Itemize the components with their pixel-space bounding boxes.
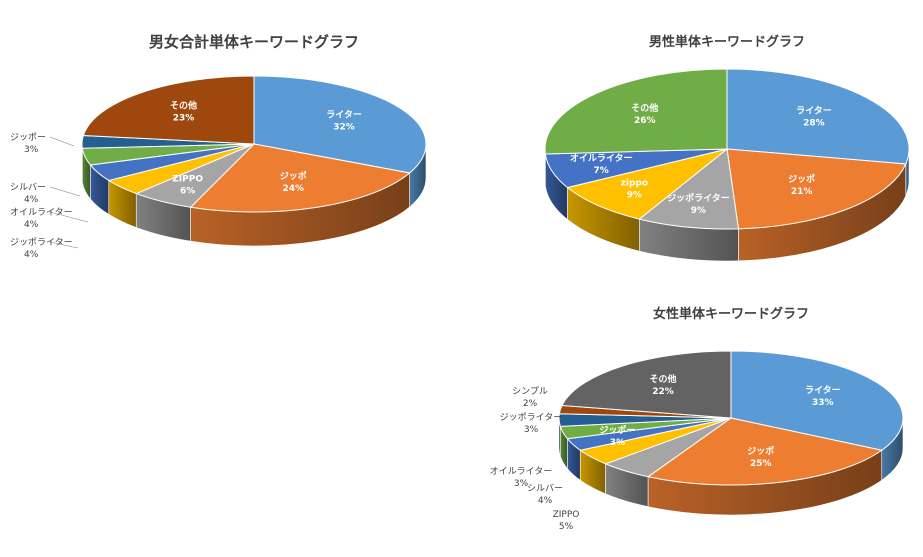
slice-percent: 4%	[24, 195, 39, 205]
chart-title: 女性単体キーワードグラフ	[653, 306, 809, 322]
pie-slice	[82, 75, 255, 145]
slice-percent: 3%	[524, 425, 539, 435]
slice-percent: 3%	[24, 145, 39, 155]
slice-label: ジッポ	[788, 173, 815, 185]
slice-percent: 23%	[173, 113, 195, 123]
leader-line	[49, 241, 79, 249]
slice-label: ライター	[796, 104, 832, 116]
slice-label: オイルライター	[10, 207, 73, 218]
slice-percent: 4%	[538, 496, 553, 506]
slice-label: ジッポー	[599, 424, 635, 436]
slice-percent: 3%	[514, 479, 529, 489]
slice-percent: 21%	[791, 187, 813, 197]
slice-percent: 22%	[652, 387, 674, 397]
slice-label: ジッポライター	[667, 192, 730, 204]
slice-label: ZIPPO	[172, 174, 203, 184]
pie-slice	[544, 68, 728, 155]
slice-percent: 32%	[333, 122, 355, 132]
slice-label: zippo	[621, 179, 648, 189]
slice-label: ジッポライター	[10, 237, 73, 248]
pie-chart-1: ライター 32% ジッポ 24% ZIPPO 6% ジッポライター 4% オイルライター 4% シル…	[10, 33, 427, 260]
slice-label: ジッポライター	[500, 412, 563, 423]
slice-label: シルバー	[527, 483, 563, 494]
pie-slice	[638, 148, 740, 230]
pie-slice	[561, 350, 732, 419]
slice-percent: 7%	[594, 166, 609, 176]
slice-percent: 5%	[559, 522, 574, 532]
chart-title: 男女合計単体キーワードグラフ	[149, 33, 359, 51]
slice-percent: 9%	[627, 191, 642, 201]
slice-percent: 6%	[180, 186, 195, 196]
leader-line	[49, 136, 75, 147]
slice-percent: 2%	[523, 399, 538, 409]
slice-label: ジッポー	[10, 132, 46, 143]
slice-percent: 28%	[803, 118, 825, 128]
slice-label: ジッポ	[280, 170, 307, 182]
slice-percent: 9%	[691, 206, 706, 216]
slice-label: ZIPPO	[553, 510, 580, 520]
pie-slice	[189, 143, 411, 213]
pie-slice	[726, 148, 907, 230]
slice-label: ジッポ	[747, 445, 774, 457]
slice-label: その他	[631, 102, 658, 114]
pie-chart-3: ライター 33% ジッポ 25% ZIPPO 5% シルバー 4% ジッポー 3% オイルライター 3…	[490, 306, 904, 532]
slice-label: ライター	[805, 384, 841, 396]
leader-line	[49, 211, 89, 223]
chart-title: 男性単体キーワードグラフ	[649, 34, 805, 50]
slice-percent: 4%	[24, 220, 39, 230]
pie-slice	[566, 148, 728, 220]
slice-label: その他	[170, 99, 197, 111]
slice-percent: 24%	[282, 184, 304, 194]
slice-label: その他	[650, 373, 677, 385]
pie-chart-2: ライター 28% ジッポ 21% ジッポライター 9% zippo 9% オイルライター 7% その…	[544, 34, 910, 262]
slice-percent: 25%	[750, 459, 772, 469]
slice-percent: 33%	[812, 398, 834, 408]
pie-slice	[730, 350, 904, 451]
slice-label: オイルライター	[570, 152, 633, 164]
slice-percent: 3%	[610, 438, 625, 448]
slice-label: オイルライター	[490, 466, 553, 477]
pie-slice	[253, 75, 427, 174]
slice-label: シルバー	[10, 182, 46, 193]
pie-slice	[726, 68, 910, 165]
slice-percent: 26%	[634, 116, 656, 126]
slice-percent: 4%	[24, 250, 39, 260]
leader-line	[49, 186, 81, 197]
pie-slice	[646, 417, 883, 486]
slice-label: シンプル	[512, 386, 548, 397]
slice-label: ライター	[326, 108, 362, 120]
